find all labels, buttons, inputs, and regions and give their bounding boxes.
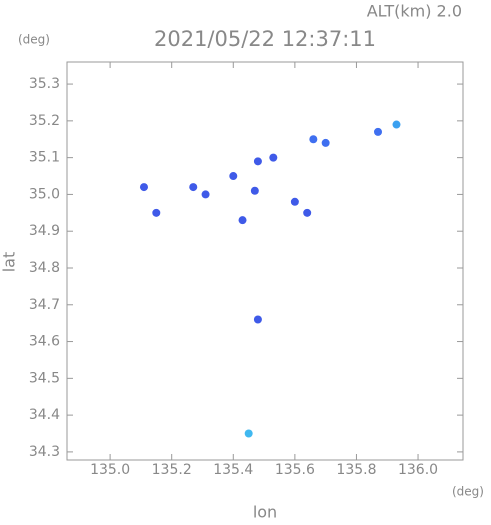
echo-point [229,172,238,181]
x-axis-label: lon [253,503,277,522]
y-tick-label: 35.3 [29,76,60,92]
y-tick-label: 34.4 [29,407,60,423]
echo-point [290,197,299,206]
y-tick-label: 34.6 [29,334,60,350]
echo-point [201,190,210,199]
echo-point [374,127,383,136]
y-axis-label: lat [0,252,19,273]
x-tick-label: 135.2 [152,462,192,478]
x-tick-label: 135.0 [90,462,130,478]
y-unit: (deg) [18,33,50,47]
echo-point [253,157,262,166]
y-tick-label: 34.7 [29,297,60,313]
echo-point [392,120,401,129]
echo-point [253,315,262,324]
echo-point [189,183,198,192]
echo-point [269,153,278,162]
y-tick-label: 35.0 [29,186,60,202]
x-tick-label: 136.0 [398,462,438,478]
echo-point [139,183,148,192]
echo-point [152,208,161,217]
x-tick-label: 135.6 [275,462,315,478]
echo-point [250,186,259,195]
chart-title: 2021/05/22 12:37:11 [154,27,376,51]
plot-frame [66,61,464,461]
subtitle: ALT(km) 2.0 [367,2,462,21]
y-tick-label: 34.9 [29,223,60,239]
x-unit: (deg) [452,485,484,499]
echo-point [238,216,247,225]
echo-point [244,429,253,438]
x-tick-label: 135.4 [213,462,253,478]
echo-point [309,135,318,144]
y-tick-label: 34.8 [29,260,60,276]
y-tick-label: 35.1 [29,150,60,166]
y-tick-label: 34.3 [29,444,60,460]
echo-point [321,138,330,147]
y-tick-label: 34.5 [29,370,60,386]
x-tick-label: 135.8 [336,462,376,478]
echo-point [303,208,312,217]
y-tick-label: 35.2 [29,113,60,129]
